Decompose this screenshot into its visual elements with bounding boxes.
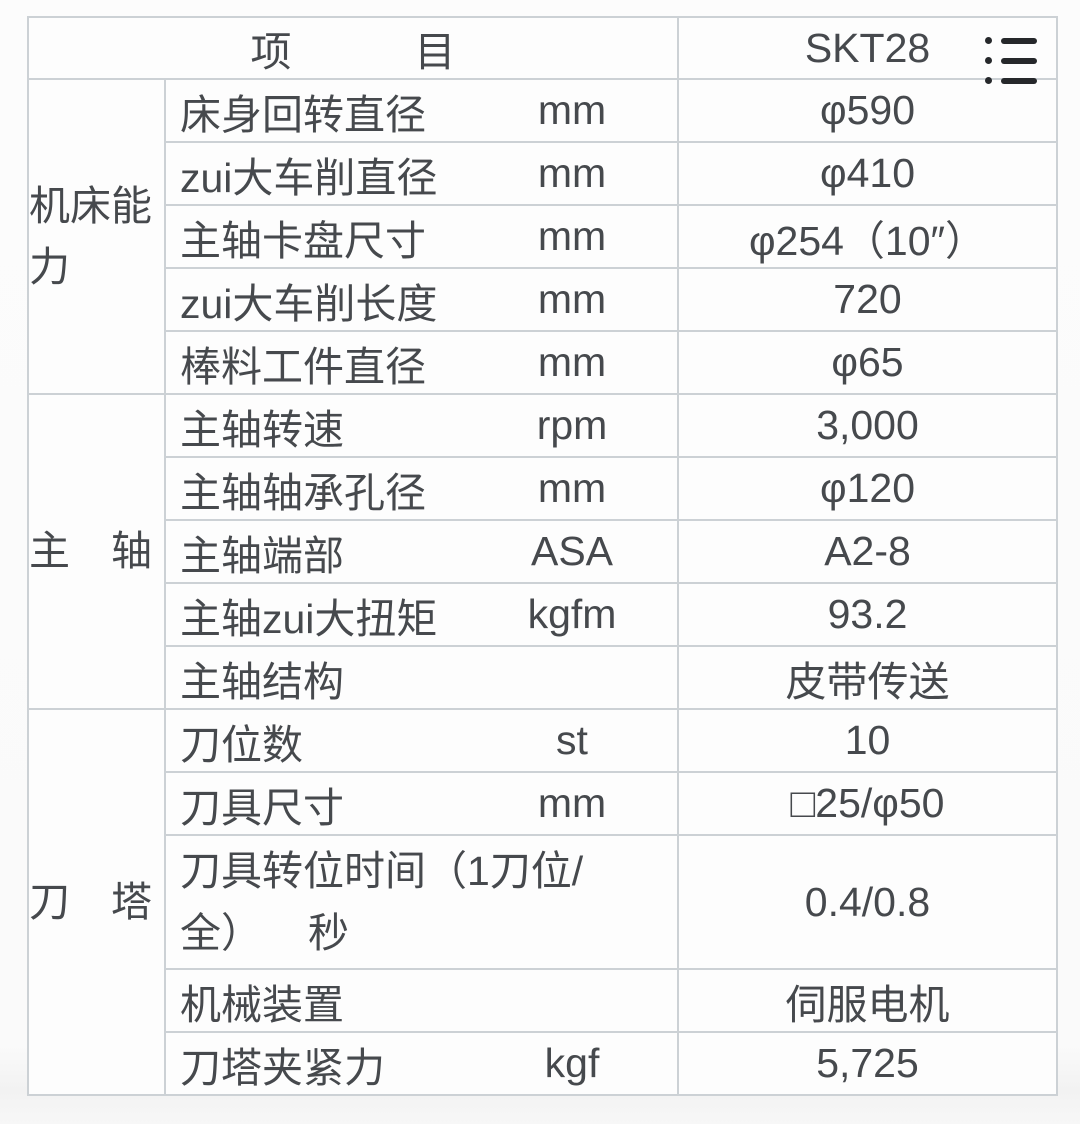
table-row: 主 轴 主轴转速 rpm 3,000	[27, 393, 1058, 710]
spec-unit: mm	[537, 465, 607, 511]
spec-unit: st	[556, 717, 588, 763]
group-label: 机床能力	[29, 182, 152, 290]
spec-unit: mm	[537, 276, 607, 322]
spec-value: φ410	[677, 141, 1058, 206]
bullet-dot	[985, 37, 992, 44]
spec-unit: kgf	[544, 1040, 600, 1086]
spec-item-cell: 棒料工件直径 mm	[164, 330, 679, 395]
spec-label: 主轴卡盘尺寸	[180, 217, 426, 264]
spec-item-cell: 刀具尺寸 mm	[164, 771, 679, 836]
group-cell: 刀 塔	[27, 708, 166, 1096]
spec-value: 3,000	[677, 393, 1058, 458]
bullet-dot	[985, 57, 992, 64]
spec-label: 刀塔夹紧力	[180, 1044, 385, 1091]
group-label: 刀 塔	[29, 878, 152, 925]
header-row: 项 目 SKT28	[27, 16, 1058, 80]
table-row: 主轴结构 皮带传送	[28, 645, 1058, 710]
spec-unit: mm	[537, 780, 607, 826]
spec-label: 主轴结构	[180, 658, 344, 705]
spec-item-cell: 机械装置	[164, 968, 679, 1033]
spec-unit: mm	[537, 339, 607, 385]
bulleted-list-icon-row	[985, 77, 1037, 84]
spec-label: 刀位数	[180, 721, 303, 768]
spec-item-cell: 主轴端部 ASA	[164, 519, 679, 584]
spec-value: 0.4/0.8	[677, 834, 1058, 970]
group-label: 主 轴	[29, 528, 152, 574]
spec-item-cell: 主轴轴承孔径 mm	[164, 456, 679, 521]
bulleted-list-icon[interactable]	[985, 37, 1037, 84]
bullet-bar	[1001, 37, 1037, 44]
spec-unit: 秒	[308, 910, 349, 956]
table-row: 主轴卡盘尺寸 mm φ254（10″）	[28, 204, 1058, 269]
spec-item-cell: 床身回转直径 mm	[164, 78, 679, 143]
spec-item-cell: 主轴转速 rpm	[164, 393, 679, 458]
table-row: 主轴端部 ASA A2-8	[28, 519, 1058, 584]
spec-label: 主轴端部	[180, 532, 344, 579]
spec-value: 伺服电机	[677, 968, 1058, 1033]
table-row: 主轴轴承孔径 mm φ120	[28, 456, 1058, 521]
spec-item-cell: 刀具转位时间（1刀位/ 全）秒	[164, 834, 679, 970]
header-model-column: SKT28	[677, 16, 1058, 80]
spec-item-cell: 主轴卡盘尺寸 mm	[164, 204, 679, 269]
spec-unit: mm	[537, 87, 607, 133]
spec-item-cell: 主轴结构	[164, 645, 679, 710]
spec-label: 刀具尺寸	[180, 784, 344, 831]
spec-label: 主轴zui大扭矩	[180, 595, 438, 642]
bullet-bar	[1001, 77, 1037, 84]
spec-item-cell: 刀塔夹紧力 kgf	[164, 1031, 679, 1096]
spec-value: φ254（10″）	[677, 204, 1058, 269]
table-row: 刀具尺寸 mm □25/φ50	[28, 771, 1058, 836]
table-row: zui大车削直径 mm φ410	[28, 141, 1058, 206]
spec-label: 棒料工件直径	[180, 343, 426, 390]
spec-label: zui大车削直径	[180, 154, 438, 201]
spec-label: 主轴转速	[180, 406, 344, 453]
group-cell: 主 轴	[27, 393, 166, 710]
spec-table: 项 目 SKT28 机床能力 床身回转直径 mm φ590 zui大车削直径 mm φ410…	[27, 16, 1058, 1096]
bullet-dot	[985, 77, 992, 84]
spec-value: 10	[677, 708, 1058, 773]
spec-value: 皮带传送	[677, 645, 1058, 710]
table-row: zui大车削长度 mm 720	[28, 267, 1058, 332]
spec-item-cell: 主轴zui大扭矩 kgfm	[164, 582, 679, 647]
bulleted-list-icon-row	[985, 37, 1037, 44]
bulleted-list-icon-row	[985, 57, 1037, 64]
spec-value: □25/φ50	[677, 771, 1058, 836]
spec-label: zui大车削长度	[180, 280, 438, 327]
spec-item-cell: zui大车削长度 mm	[164, 267, 679, 332]
table-row: 机床能力 床身回转直径 mm φ590	[27, 78, 1058, 395]
table-row: 主轴zui大扭矩 kgfm 93.2	[28, 582, 1058, 647]
spec-value: 720	[677, 267, 1058, 332]
spec-value: φ65	[677, 330, 1058, 395]
table-row: 棒料工件直径 mm φ65	[28, 330, 1058, 395]
table-row: 机械装置 伺服电机	[28, 968, 1058, 1033]
spec-value: φ120	[677, 456, 1058, 521]
header-item-column: 项 目	[27, 16, 679, 80]
spec-item-cell: 刀位数 st	[164, 708, 679, 773]
spec-item-cell: zui大车削直径 mm	[164, 141, 679, 206]
table-row: 刀 塔 刀位数 st 10	[27, 708, 1058, 1096]
spec-label: 主轴轴承孔径	[180, 469, 426, 516]
spec-value: A2-8	[677, 519, 1058, 584]
spec-unit: rpm	[536, 402, 608, 448]
group-cell: 机床能力	[27, 78, 166, 395]
spec-value: φ590	[677, 78, 1058, 143]
spec-unit: mm	[537, 150, 607, 196]
spec-value: 93.2	[677, 582, 1058, 647]
spec-value: 5,725	[677, 1031, 1058, 1096]
spec-label: 机械装置	[180, 981, 344, 1028]
table-row: 刀塔夹紧力 kgf 5,725	[28, 1031, 1058, 1096]
bullet-bar	[1001, 57, 1037, 64]
spec-label: 刀具转位时间（1刀位/ 全）	[180, 848, 584, 956]
table-row: 刀具转位时间（1刀位/ 全）秒 0.4/0.8	[28, 834, 1058, 970]
spec-label: 床身回转直径	[180, 91, 426, 138]
spec-unit: kgfm	[527, 591, 617, 637]
spec-unit: mm	[537, 213, 607, 259]
spec-unit: ASA	[530, 528, 614, 574]
